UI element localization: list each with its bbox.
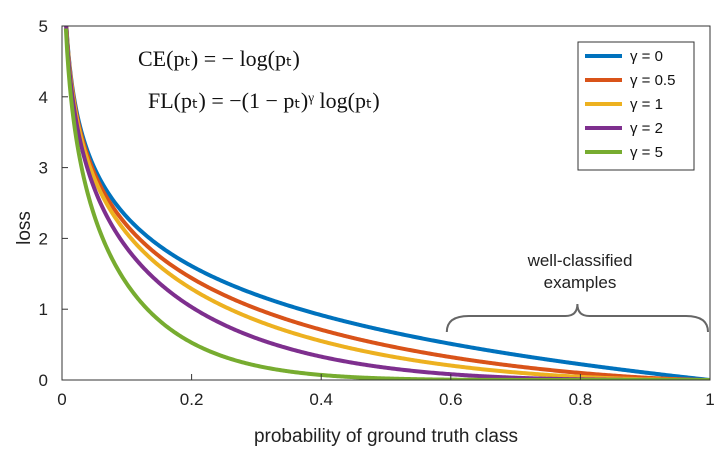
y-tick-label: 3 xyxy=(39,159,48,178)
legend-label-2: γ = 1 xyxy=(630,96,663,113)
annotation-line-1: well-classified xyxy=(527,251,633,270)
x-tick-label: 0.4 xyxy=(309,390,333,409)
y-tick-label: 1 xyxy=(39,300,48,319)
y-tick-label: 4 xyxy=(39,88,48,107)
series-line-0 xyxy=(64,26,710,380)
y-tick-label: 0 xyxy=(39,371,48,390)
x-tick-label: 0.8 xyxy=(569,390,593,409)
formula-fl: FL(pₜ) = −(1 − pₜ)ᵞ log(pₜ) xyxy=(148,88,380,113)
legend-label-1: γ = 0.5 xyxy=(630,72,675,89)
plot-area-frame xyxy=(61,25,711,381)
x-tick-label: 0 xyxy=(57,390,66,409)
y-tick-label: 5 xyxy=(39,17,48,36)
x-tick-label: 0.2 xyxy=(180,390,204,409)
y-axis-label: loss xyxy=(14,211,35,245)
formula-ce: CE(pₜ) = − log(pₜ) xyxy=(138,46,300,71)
x-axis-label: probability of ground truth class xyxy=(254,426,518,447)
x-tick-label: 0.6 xyxy=(439,390,463,409)
annotation-brace xyxy=(445,303,709,333)
annotation-line-2: examples xyxy=(544,273,617,292)
legend-label-0: γ = 0 xyxy=(630,48,663,65)
legend-box xyxy=(577,41,695,171)
legend: γ = 0 γ = 0.5 γ = 1 γ = 2 γ = 5 xyxy=(577,41,695,171)
legend-label-4: γ = 5 xyxy=(630,144,663,161)
axis-ticks: 0 0.2 0.4 0.6 0.8 1 0 1 2 3 4 5 xyxy=(39,17,715,409)
series-line-4 xyxy=(63,28,710,380)
y-tick-label: 2 xyxy=(39,229,48,248)
series-line-1 xyxy=(64,26,710,380)
x-tick-label: 1 xyxy=(705,390,714,409)
legend-label-3: γ = 2 xyxy=(630,120,663,137)
